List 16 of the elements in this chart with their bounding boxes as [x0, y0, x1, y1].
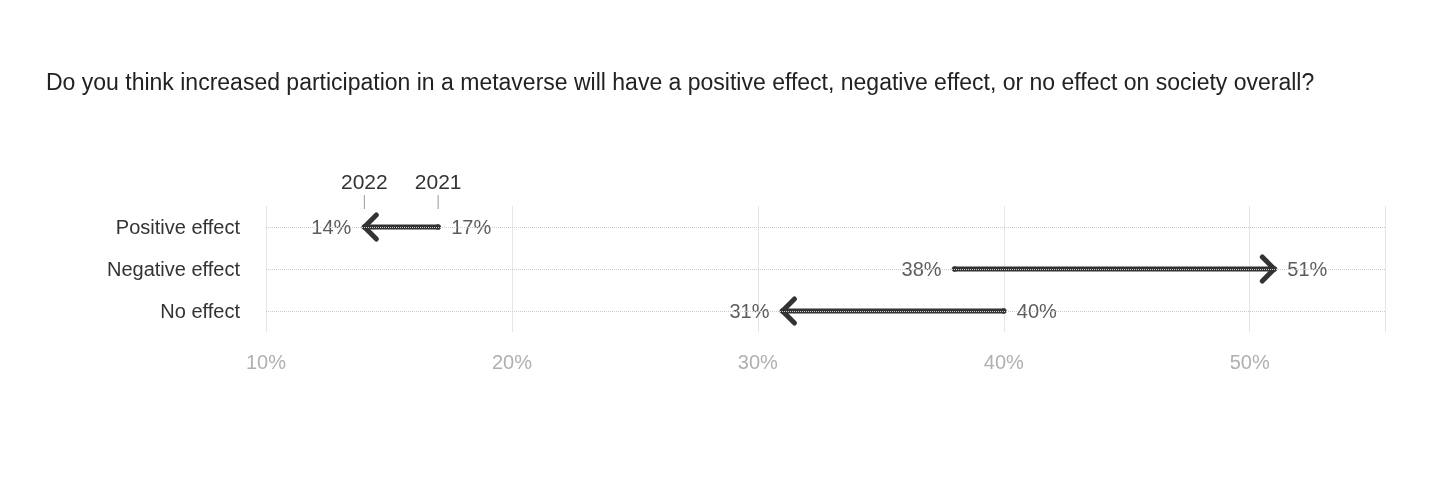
y-tick-label: Negative effect [106, 258, 241, 280]
x-tick-label: 10% [245, 351, 287, 373]
series-label: 2021 [414, 170, 462, 193]
chart-title: Do you think increased participation in a metaverse will have a positive effect, negative effect, or no effect on society overall? [46, 68, 1316, 97]
x-tick-label: 50% [1229, 351, 1270, 373]
data-label: 38% [901, 258, 942, 280]
series-label: 2022 [341, 170, 388, 193]
y-tick-label: No effect [160, 300, 241, 322]
data-label: 51% [1287, 258, 1328, 280]
data-label: 14% [311, 216, 352, 238]
data-label: 40% [1016, 300, 1058, 322]
x-tick-label: 20% [491, 351, 533, 373]
data-label: 17% [451, 216, 492, 238]
y-tick-label: Positive effect [115, 216, 241, 238]
x-tick-label: 30% [737, 351, 779, 373]
x-tick-label: 40% [983, 351, 1025, 373]
